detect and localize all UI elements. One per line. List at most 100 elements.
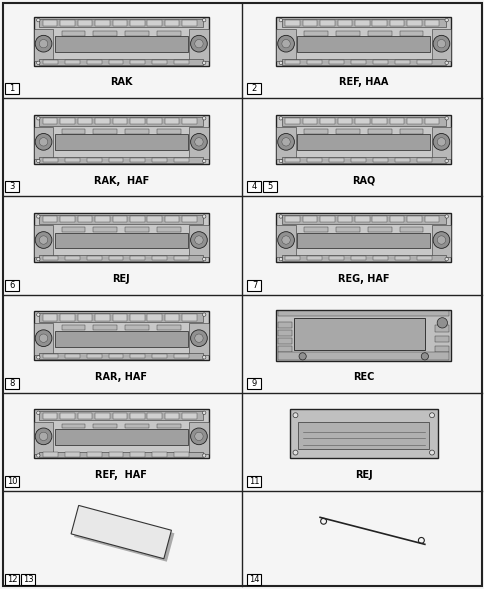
Bar <box>297 233 429 249</box>
Text: RAQ: RAQ <box>351 176 375 186</box>
Circle shape <box>202 61 206 65</box>
Bar <box>61 423 85 429</box>
Text: 11: 11 <box>249 477 259 486</box>
Bar <box>64 158 79 162</box>
Bar <box>354 118 369 124</box>
Bar <box>335 31 359 36</box>
Bar <box>64 256 79 260</box>
Bar <box>60 216 75 223</box>
Bar <box>61 227 85 232</box>
Bar <box>278 352 448 360</box>
Bar <box>108 355 123 359</box>
Circle shape <box>281 138 289 146</box>
Bar <box>189 29 208 61</box>
Bar <box>152 256 167 260</box>
Bar <box>182 413 197 419</box>
Bar <box>60 118 75 124</box>
Bar <box>34 16 208 66</box>
Bar <box>372 60 387 64</box>
Circle shape <box>190 330 207 346</box>
Bar <box>93 326 117 330</box>
Bar <box>182 20 197 26</box>
Bar <box>367 31 391 36</box>
Bar <box>247 83 261 94</box>
Bar <box>43 256 58 260</box>
Bar <box>21 574 35 585</box>
Bar <box>372 256 387 260</box>
Bar <box>43 413 57 419</box>
Bar <box>372 158 387 162</box>
Bar <box>319 216 334 223</box>
Bar <box>329 60 343 64</box>
Bar <box>278 338 291 344</box>
Bar <box>394 60 409 64</box>
Bar <box>55 429 187 445</box>
Bar <box>64 452 79 456</box>
Bar <box>247 181 261 193</box>
Circle shape <box>202 257 206 261</box>
Bar <box>147 315 162 320</box>
Circle shape <box>437 138 445 146</box>
Bar <box>61 326 85 330</box>
Bar <box>297 37 429 52</box>
Bar <box>147 216 162 223</box>
Circle shape <box>292 413 297 418</box>
Bar <box>34 409 208 458</box>
Bar <box>354 216 369 223</box>
Bar <box>130 452 145 456</box>
Bar <box>372 118 386 124</box>
Bar <box>77 20 92 26</box>
Bar <box>39 215 203 224</box>
Bar <box>281 215 445 224</box>
Bar <box>130 413 144 419</box>
Bar <box>165 216 179 223</box>
Circle shape <box>277 35 294 52</box>
Bar <box>174 256 189 260</box>
Circle shape <box>277 134 294 150</box>
Bar <box>247 476 261 487</box>
Bar <box>130 256 145 260</box>
Bar <box>337 20 351 26</box>
Bar <box>5 280 19 290</box>
Bar <box>431 127 450 159</box>
Circle shape <box>190 35 207 52</box>
Bar <box>285 158 300 162</box>
Bar <box>43 216 57 223</box>
Polygon shape <box>71 505 171 559</box>
Bar <box>43 315 57 320</box>
Bar <box>39 452 203 458</box>
Text: REJ: REJ <box>112 274 130 284</box>
Bar <box>303 129 327 134</box>
Text: RAK: RAK <box>110 78 132 87</box>
Circle shape <box>202 215 206 218</box>
Bar <box>112 315 127 320</box>
Bar <box>335 227 359 232</box>
Bar <box>34 115 208 164</box>
Bar <box>189 127 208 159</box>
Text: 5: 5 <box>267 183 272 191</box>
Bar <box>281 117 445 125</box>
Bar <box>130 158 145 162</box>
Bar <box>281 59 445 65</box>
Bar <box>354 20 369 26</box>
Bar <box>276 16 450 66</box>
Bar <box>77 315 92 320</box>
Bar <box>147 118 162 124</box>
Circle shape <box>437 39 445 48</box>
Bar <box>157 227 181 232</box>
Bar <box>108 452 123 456</box>
Bar <box>372 20 386 26</box>
Bar <box>424 118 439 124</box>
Bar <box>130 315 144 320</box>
Bar <box>125 227 149 232</box>
Circle shape <box>444 257 448 261</box>
Text: REC: REC <box>352 372 374 382</box>
Circle shape <box>36 215 40 218</box>
Bar <box>302 216 317 223</box>
Bar <box>60 413 75 419</box>
Circle shape <box>292 450 297 455</box>
Bar <box>112 413 127 419</box>
Bar <box>394 256 409 260</box>
Circle shape <box>429 450 434 455</box>
Bar <box>281 255 445 261</box>
